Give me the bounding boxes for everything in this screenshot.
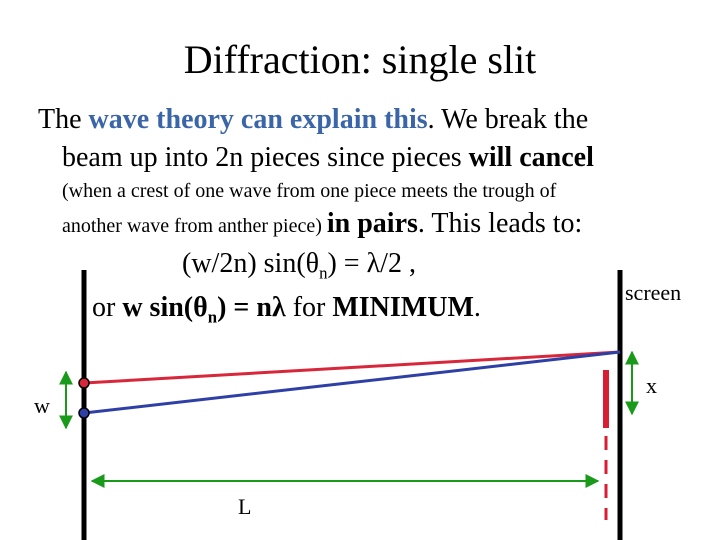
w-label: w <box>34 393 50 418</box>
slit-bottom-dot <box>78 407 90 419</box>
line2-bold: will cancel <box>468 142 594 173</box>
eq2-sub: n <box>207 307 218 327</box>
line1-pre: The <box>38 104 89 135</box>
line2-pre: beam up into 2n pieces since pieces <box>62 142 469 173</box>
text-line-3: (when a crest of one wave from one piece… <box>62 180 557 202</box>
eq1-sub: n <box>319 263 328 283</box>
red-ray <box>83 350 621 385</box>
slide-title: Diffraction: single slit <box>183 37 537 82</box>
text-line-4: another wave from anther piece) in pairs… <box>62 208 582 240</box>
eq2-bold1: w sin( <box>122 292 194 323</box>
eq2-bold2: ) = nλ <box>217 292 286 323</box>
eq2-post: for <box>285 292 333 323</box>
eq1-post: ) = λ/2 , <box>327 248 416 279</box>
x-label: x <box>646 373 657 398</box>
eq2-theta: θ <box>193 292 208 323</box>
line4-bold: in pairs <box>326 208 418 239</box>
eq1-theta: θ <box>305 248 320 279</box>
L-label: L <box>238 494 252 519</box>
equation-minimum: or w sin(θn) = nλ for MINIMUM. <box>92 292 481 328</box>
eq1-pre: (w/2n) sin( <box>182 248 306 279</box>
line4-post: . This leads to: <box>417 208 583 239</box>
line1-post: . We break the <box>427 104 589 135</box>
text-line-2: beam up into 2n pieces since pieces will… <box>62 142 594 174</box>
text-line-1: The wave theory can explain this. We bre… <box>38 104 588 136</box>
line4-small: another wave from anther piece) <box>62 215 327 237</box>
line1-highlight: wave theory can explain this <box>88 104 428 135</box>
eq2-end: . <box>473 292 481 323</box>
blue-ray <box>83 350 621 415</box>
screen-label: screen <box>625 280 682 305</box>
eq2-pre: or <box>92 292 123 323</box>
equation-half-wavelength: (w/2n) sin(θn) = λ/2 , <box>182 248 416 284</box>
eq2-bold3: MINIMUM <box>332 292 474 323</box>
slit-top-dot <box>78 377 90 389</box>
